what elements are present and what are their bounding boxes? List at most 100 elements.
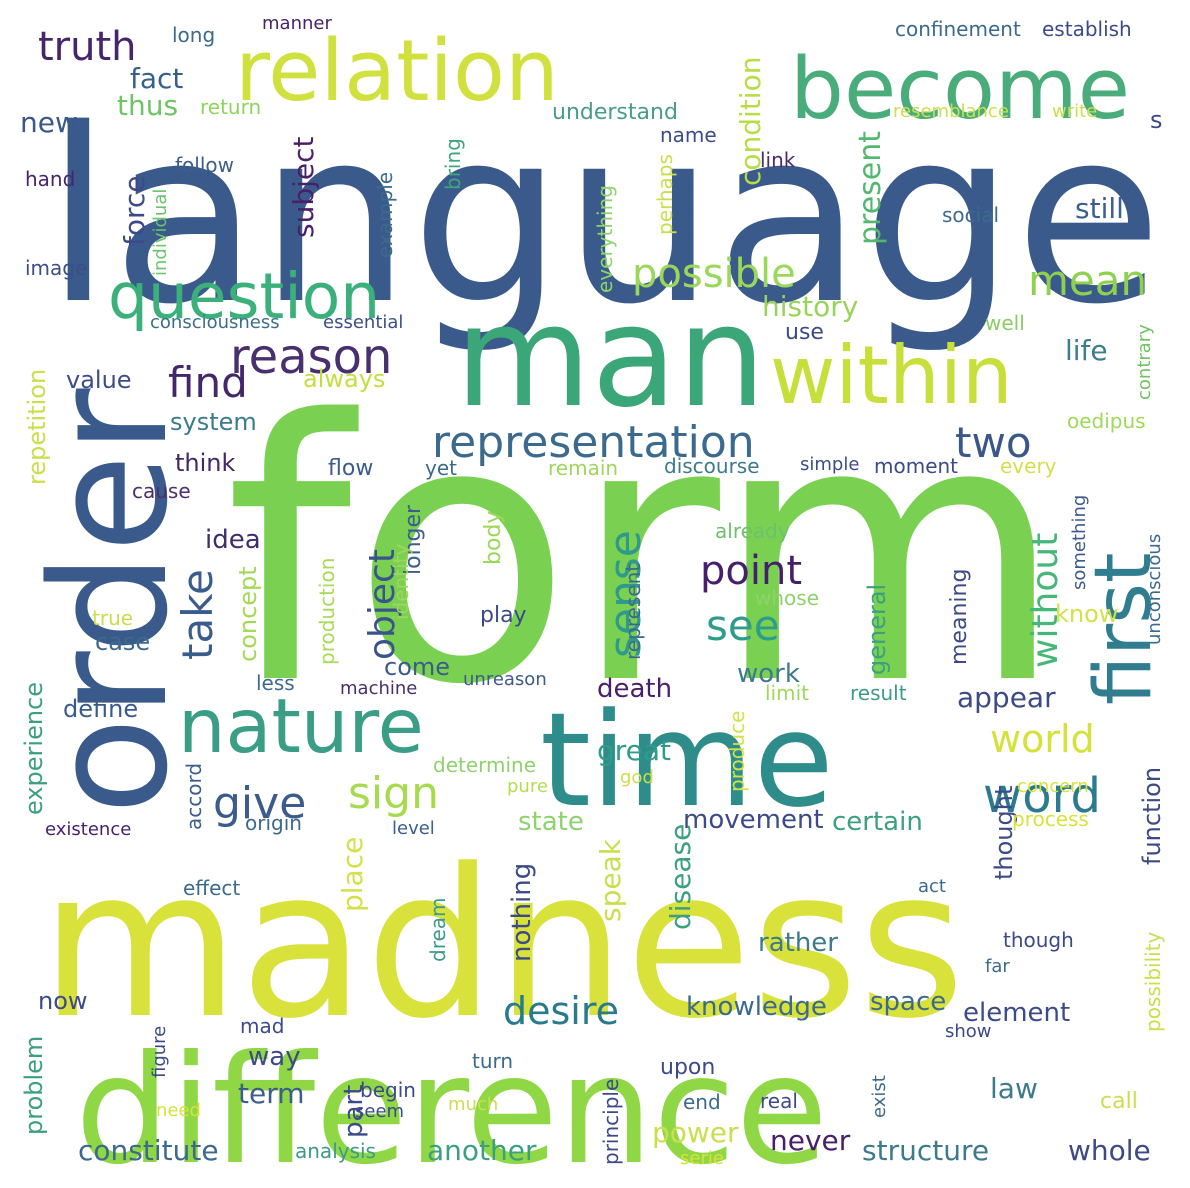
word-oedipus: oedipus xyxy=(1067,409,1146,433)
word-history: history xyxy=(762,290,858,323)
word-longer: longer xyxy=(401,504,426,575)
word-well: well xyxy=(985,311,1025,335)
word-within: within xyxy=(770,329,1013,422)
word-origin: origin xyxy=(245,811,302,835)
word-never: never xyxy=(770,1124,851,1157)
word-identity: identity xyxy=(389,544,413,620)
word-state: state xyxy=(518,807,584,837)
word-term: term xyxy=(238,1077,305,1110)
word-whose: whose xyxy=(755,586,819,610)
word-another: another xyxy=(427,1134,537,1167)
word-still: still xyxy=(1075,192,1124,225)
word-principle: principle xyxy=(599,1079,623,1165)
word-real: real xyxy=(760,1089,798,1113)
word-condition: condition xyxy=(734,57,767,186)
word-value: value xyxy=(66,366,132,394)
word-establish: establish xyxy=(1042,17,1132,41)
word-subject: subject xyxy=(287,136,320,238)
word-discourse: discourse xyxy=(664,454,760,478)
word-body: body xyxy=(481,511,506,565)
word-know: know xyxy=(1055,600,1118,628)
word-every: every xyxy=(1000,454,1057,478)
word-define: define xyxy=(63,695,138,723)
word-follow: follow xyxy=(175,153,234,177)
word-concern: concern xyxy=(1017,776,1089,797)
word-production: production xyxy=(315,558,339,665)
word-much: much xyxy=(448,1094,498,1115)
word-turn: turn xyxy=(472,1049,513,1073)
word-give: give xyxy=(213,778,306,829)
word-social: social xyxy=(942,203,999,227)
word-point: point xyxy=(700,548,802,594)
word-structure: structure xyxy=(862,1134,989,1167)
word-time: time xyxy=(540,684,834,836)
word-world: world xyxy=(990,717,1095,761)
word-long: long xyxy=(172,23,215,47)
word-s: s xyxy=(1150,106,1163,134)
word-rather: rather xyxy=(758,928,838,958)
word-act: act xyxy=(918,876,946,897)
word-see: see xyxy=(706,601,780,650)
word-resemblance: resemblance xyxy=(893,101,1009,122)
word-cause: cause xyxy=(132,479,191,503)
word-use: use xyxy=(785,320,824,345)
word-present: present xyxy=(853,131,888,245)
word-mean: mean xyxy=(1028,256,1147,305)
word-certain: certain xyxy=(832,807,923,837)
word-possibility: possibility xyxy=(1141,931,1165,1032)
word-less: less xyxy=(256,671,295,695)
word-law: law xyxy=(990,1072,1038,1105)
word-pure: pure xyxy=(507,776,548,797)
word-power: power xyxy=(652,1116,739,1149)
word-hand: hand xyxy=(25,167,75,191)
word-example: example xyxy=(373,172,397,258)
word-image: image xyxy=(25,256,87,280)
word-sign: sign xyxy=(348,768,439,819)
word-nothing: nothing xyxy=(507,863,537,962)
word-word: word xyxy=(983,768,1101,824)
word-perhaps: perhaps xyxy=(653,154,677,235)
word-limit: limit xyxy=(765,681,809,705)
word-process: process xyxy=(1012,807,1089,831)
word-now: now xyxy=(38,987,88,1015)
word-place: place xyxy=(336,837,369,912)
word-reason: reason xyxy=(230,329,392,385)
word-machine: machine xyxy=(340,678,417,699)
word-seem: seem xyxy=(355,1101,404,1122)
word-become: become xyxy=(790,40,1130,139)
word-fact: fact xyxy=(130,62,183,95)
word-sense: sense xyxy=(600,530,651,658)
word-form: form xyxy=(225,344,1064,763)
word-though: though xyxy=(1003,928,1074,952)
word-show: show xyxy=(945,1021,992,1042)
word-confinement: confinement xyxy=(895,17,1021,41)
word-begin: begin xyxy=(360,1078,416,1102)
word-appear: appear xyxy=(957,681,1056,714)
word-link: link xyxy=(760,148,796,172)
word-first: first xyxy=(1079,553,1169,705)
word-work: work xyxy=(737,659,800,689)
word-name: name xyxy=(660,123,717,147)
word-great: great xyxy=(597,734,671,767)
word-flow: flow xyxy=(328,456,373,481)
word-existence: existence xyxy=(45,819,131,840)
word-knowledge: knowledge xyxy=(686,992,827,1022)
word-problem: problem xyxy=(20,1036,48,1135)
word-experience: experience xyxy=(20,682,48,815)
word-death: death xyxy=(597,674,672,704)
word-without: without xyxy=(1025,533,1066,668)
word-meaning: meaning xyxy=(947,569,972,665)
word-moment: moment xyxy=(874,454,958,478)
word-far: far xyxy=(985,956,1010,977)
word-force: force xyxy=(118,175,151,246)
word-accord: accord xyxy=(182,763,206,830)
word-effect: effect xyxy=(183,876,240,900)
word-whole: whole xyxy=(1068,1134,1151,1167)
word-something: something xyxy=(1069,495,1090,590)
word-element: element xyxy=(963,998,1070,1028)
word-true: true xyxy=(92,606,133,630)
word-thus: thus xyxy=(117,89,178,122)
word-remain: remain xyxy=(548,456,618,480)
word-contrary: contrary xyxy=(1134,324,1155,400)
word-manner: manner xyxy=(262,13,332,34)
